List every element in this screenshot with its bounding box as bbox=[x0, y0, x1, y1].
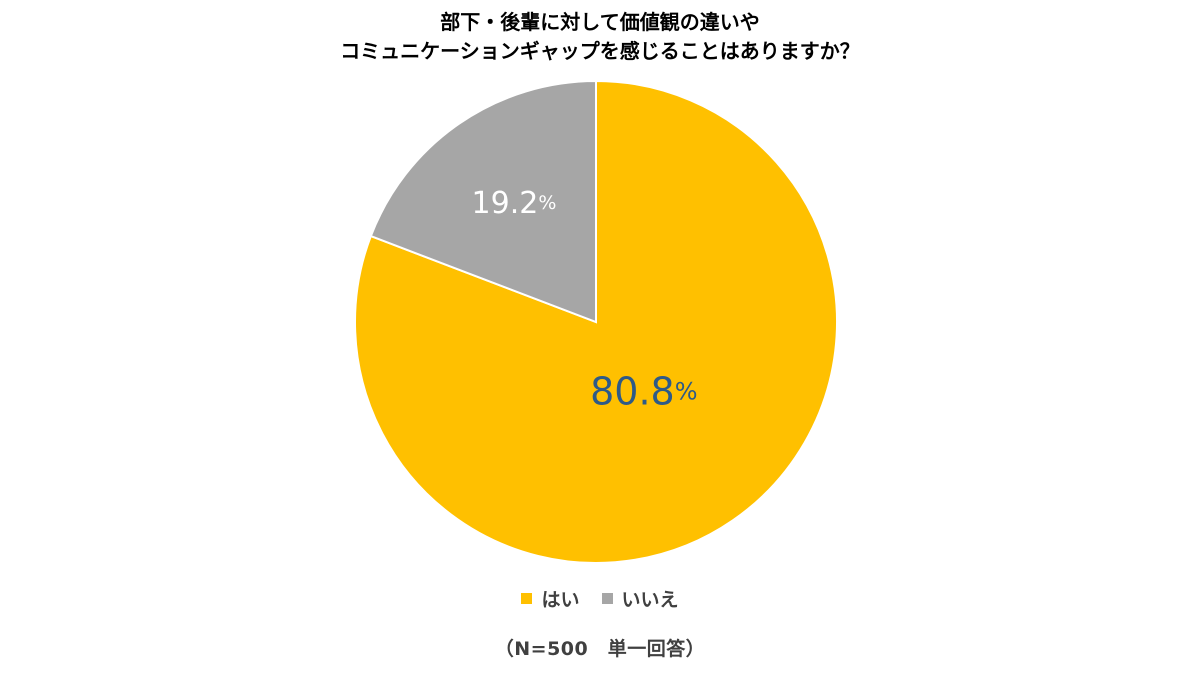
chart-title-line-2: コミュニケーションギャップを感じることはありますか？ bbox=[340, 39, 860, 63]
data-label-no: 19.2% bbox=[472, 185, 557, 220]
chart-title-line-1: 部下・後輩に対して価値観の違いや bbox=[440, 10, 760, 34]
legend: はい いいえ bbox=[0, 585, 1200, 612]
sample-note: （N=500 単一回答） bbox=[494, 638, 706, 660]
legend-item-no: いいえ bbox=[601, 585, 679, 612]
pie-slice-no bbox=[369, 79, 597, 324]
legend-swatch-yes bbox=[521, 593, 533, 604]
chart-title: 部下・後輩に対して価値観の違いや コミュニケーションギャップを感じることはありま… bbox=[0, 8, 1200, 66]
legend-item-yes: はい bbox=[521, 585, 580, 612]
legend-swatch-no bbox=[601, 593, 613, 604]
data-label-yes: 80.8% bbox=[590, 369, 697, 413]
legend-label-yes: はい bbox=[541, 589, 580, 611]
legend-label-no: いいえ bbox=[621, 589, 679, 611]
